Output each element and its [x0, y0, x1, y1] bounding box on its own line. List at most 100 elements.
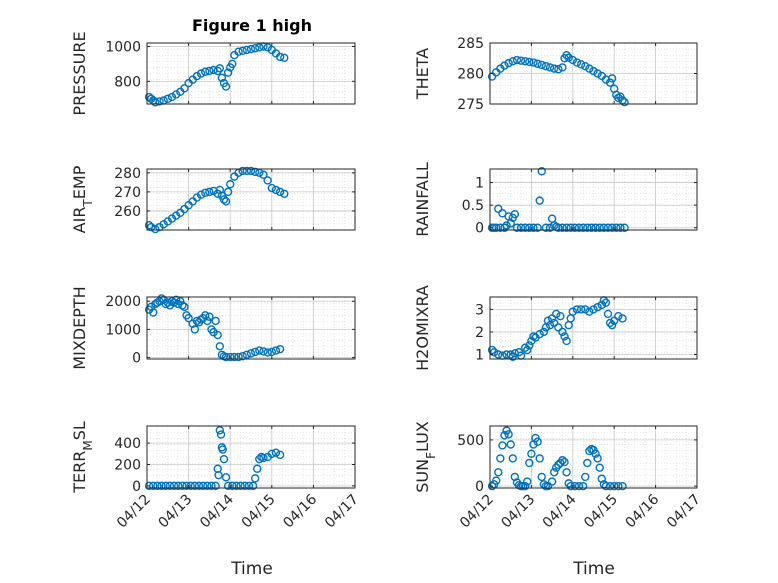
subplot-sun-flux-x-tick-label: 04/16: [623, 491, 663, 531]
subplot-air-temp-data-point: [263, 176, 272, 185]
subplot-terr-msl-data-point: [244, 481, 254, 491]
x-axis-label-left: Time: [230, 559, 273, 579]
subplot-sun-flux-x-tick-label: 04/12: [457, 492, 497, 532]
subplot-air-temp-data-point: [225, 180, 235, 189]
subplot-air-temp-data-point: [196, 190, 206, 199]
subplot-rainfall-data-point: [545, 223, 555, 232]
subplot-air-temp-y-tick-label: 270: [114, 185, 141, 201]
subplot-pressure: 800 1000 PRESSURE: [70, 31, 356, 116]
subplot-pressure-data-point: [228, 59, 237, 69]
subplot-rainfall-data-point: [595, 223, 604, 232]
subplot-pressure-data-point: [250, 44, 260, 53]
subplot-sun-flux-data-point: [537, 472, 546, 482]
subplot-air-temp-data-point: [246, 166, 256, 176]
subplot-pressure-axes-box: [146, 42, 356, 105]
subplot-air-temp-data-point: [201, 188, 210, 198]
subplot-sun-flux-x-tick-label: 04/14: [540, 491, 580, 531]
subplot-terr-msl-y-tick-label: 0: [132, 479, 141, 495]
subplot-theta-data-point: [568, 55, 577, 65]
subplot-sun-flux-data-point: [535, 454, 544, 463]
subplot-theta-data-point: [549, 64, 559, 73]
subplot-sun-flux-data-point: [595, 463, 604, 472]
subplot-air-temp-data-point: [219, 195, 229, 204]
subplot-mixdepth-data-point: [217, 350, 227, 359]
subplot-sun-flux-data-point: [549, 468, 559, 477]
subplot-rainfall-data-point: [607, 223, 617, 232]
subplot-theta: 275 280 285 THETA: [413, 36, 698, 113]
subplot-mixdepth-data-point: [171, 295, 181, 305]
subplot-h2omixra-data-point: [572, 305, 582, 314]
subplot-sun-flux-data-point: [500, 431, 509, 440]
subplot-h2omixra-y-tick-label: 3: [475, 302, 484, 318]
subplot-mixdepth: 0 1000 2000 MIXDEPTH: [70, 286, 356, 370]
subplot-theta-data-point: [564, 53, 573, 62]
subplot-h2omixra-data-point: [589, 305, 598, 314]
subplot-mixdepth-data-point: [180, 302, 189, 312]
subplot-h2omixra-data-point: [581, 305, 590, 314]
subplot-theta-data-point: [554, 65, 563, 74]
subplot-sun-flux-y-tick-label: 500: [457, 433, 484, 449]
subplot-sun-flux-data-point: [610, 481, 619, 491]
subplot-sun-flux-axes-box: [489, 425, 698, 489]
subplot-sun-flux-y-tick-label: 0: [475, 479, 484, 495]
subplot-air-temp-data-point: [280, 189, 289, 198]
subplot-pressure-data-point: [155, 97, 164, 106]
subplot-pressure-data-point: [215, 64, 225, 73]
subplot-rainfall-data-point: [516, 223, 526, 232]
subplot-terr-msl-data-point: [275, 450, 285, 460]
subplot-pressure-data-point: [180, 84, 189, 93]
subplot-rainfall-data-point: [570, 223, 580, 232]
subplot-pressure-data-point: [196, 69, 206, 78]
subplot-air-temp-data-point: [242, 166, 252, 176]
subplot-theta-data-point: [516, 56, 526, 65]
subplot-air-temp: 260 270 280 AIRTEMP: [70, 165, 356, 233]
subplot-sun-flux-data-point: [591, 449, 600, 458]
subplot-mixdepth-data-point: [213, 330, 222, 340]
subplot-mixdepth-data-point: [215, 342, 225, 351]
subplot-mixdepth-axes-box: [146, 296, 356, 360]
subplot-sun-flux-data-point: [510, 472, 520, 482]
subplot-mixdepth-data-point: [275, 344, 285, 354]
subplot-mixdepth-data-point: [190, 325, 200, 334]
subplot-air-temp-data-point: [259, 170, 268, 179]
subplot-sun-flux-data-point: [566, 481, 575, 491]
subplot-sun-flux-data-point: [593, 454, 602, 463]
subplot-mixdepth-y-tick-label: 0: [132, 351, 141, 367]
subplot-sun-flux-data-point: [570, 481, 580, 491]
subplot-rainfall-data-point: [541, 223, 551, 232]
subplot-mixdepth-data-point: [225, 352, 235, 362]
subplot-mixdepth-data-point: [211, 316, 220, 326]
subplot-terr-msl-data-point: [157, 481, 166, 491]
subplot-terr-msl-y-tick-label: 400: [114, 436, 141, 452]
subplot-theta-data-point: [576, 60, 586, 69]
subplot-h2omixra-data-point: [487, 345, 497, 355]
subplot-mixdepth-data-point: [238, 351, 247, 361]
subplot-mixdepth-data-point: [271, 346, 281, 355]
subplot-pressure-data-point: [221, 82, 231, 91]
subplot-terr-msl-data-point: [236, 481, 245, 491]
subplot-theta-y-tick-label: 275: [457, 97, 484, 113]
subplot-terr-msl-x-tick-label: 04/15: [239, 492, 279, 532]
subplot-sun-flux-data-point: [504, 430, 513, 439]
subplot-theta-data-point: [593, 69, 602, 78]
subplot-sun-flux-data-point: [533, 437, 542, 446]
subplot-pressure-data-point: [275, 52, 285, 62]
subplot-h2omixra-data-point: [556, 311, 565, 321]
subplot-air-temp-data-point: [238, 166, 247, 176]
subplot-h2omixra-data-point: [605, 318, 615, 328]
subplot-terr-msl-data-point: [153, 481, 162, 491]
subplot-mixdepth-data-point: [242, 350, 252, 359]
subplot-terr-msl-data-point: [221, 473, 231, 482]
subplot-pressure-y-label: PRESSURE: [70, 31, 89, 115]
subplot-rainfall-y-tick-label: 0: [475, 221, 484, 237]
subplot-h2omixra-data-point: [597, 300, 606, 310]
subplot-h2omixra-axes-box: [489, 296, 698, 360]
x-axis-label-right: Time: [572, 559, 615, 579]
subplot-air-temp-data-point: [205, 187, 214, 197]
subplot-rainfall-data-point: [533, 223, 542, 232]
subplot-sun-flux-data-point: [597, 474, 606, 483]
subplot-h2omixra-data-point: [593, 302, 602, 312]
subplot-rainfall-data-point: [512, 223, 522, 232]
subplot-h2omixra-data-point: [601, 298, 611, 307]
subplot-pressure-y-tick-label: 800: [114, 74, 141, 90]
